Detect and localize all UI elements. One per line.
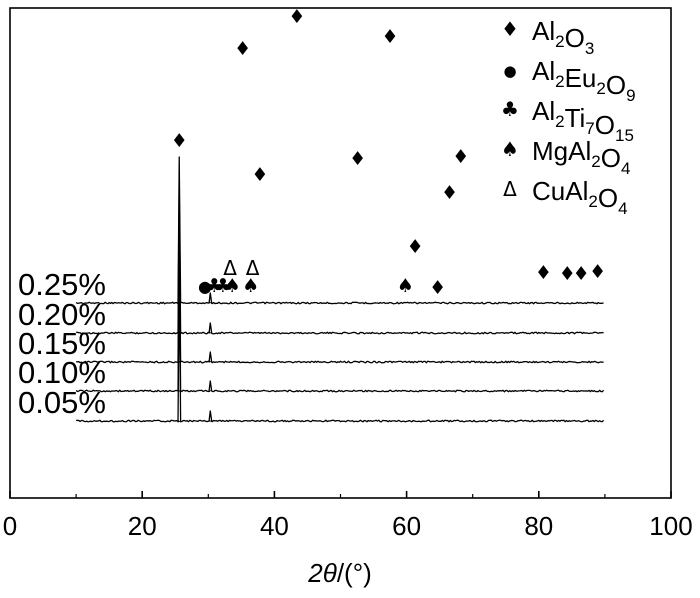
legend-entry: ● Al2Eu2O9 xyxy=(503,56,635,105)
legend-subscript: 2 xyxy=(555,112,564,131)
legend-entry: Δ CuAl2O4 xyxy=(503,176,627,218)
x-axis-title-prefix: 2 xyxy=(307,558,323,588)
legend-symbol: Δ xyxy=(503,177,517,201)
peak-marker: Δ xyxy=(223,256,237,280)
series-group: 0.20% xyxy=(18,187,604,334)
peak-marker: ♠ xyxy=(397,275,414,297)
legend-entry: ♠ MgAl2O4 xyxy=(501,136,630,178)
legend-subscript: 2 xyxy=(588,192,597,211)
legend-formula-part: Al xyxy=(532,16,555,46)
x-tick-label: 80 xyxy=(524,511,553,541)
peak-marker: ♦ xyxy=(573,263,590,285)
legend-subscript: 2 xyxy=(591,152,600,171)
legend-label: Al2O3 xyxy=(532,16,594,58)
legend-formula-part: O xyxy=(601,143,621,173)
legend-label: CuAl2O4 xyxy=(532,176,628,218)
legend-label: MgAl2O4 xyxy=(532,136,630,178)
peak-marker: ♦ xyxy=(589,261,606,283)
legend-subscript: 2 xyxy=(596,79,605,98)
series-line xyxy=(76,275,603,422)
x-axis-title: 2θ/(°) xyxy=(307,558,372,588)
x-tick-label: 40 xyxy=(260,511,289,541)
peak-marker: ♦ xyxy=(407,236,424,258)
legend-formula-part: Al xyxy=(532,96,555,126)
legend-formula-part: O xyxy=(606,70,626,100)
legend-formula-part: Al xyxy=(532,56,555,86)
series-line xyxy=(76,216,603,363)
legend-formula-part: O xyxy=(595,110,615,140)
legend-formula-part: Eu xyxy=(565,63,597,93)
x-tick-label: 100 xyxy=(649,511,692,541)
xrd-chart: 0 20 40 60 80 100 2θ/(°) 0.25% 0.20% 0.15% 0.10% 0.… xyxy=(0,0,700,598)
legend-subscript: 4 xyxy=(618,199,627,218)
legend-subscript: 9 xyxy=(626,86,635,105)
legend-subscript: 2 xyxy=(555,32,564,51)
xrd-chart-svg: 0 20 40 60 80 1002θ/(°)0.25%0.20%0.15%0.10%0.… xyxy=(0,0,700,598)
peak-marker: ♦ xyxy=(288,6,305,28)
series-line xyxy=(76,245,603,392)
x-tick-label: 20 xyxy=(128,511,157,541)
series-label: 0.05% xyxy=(18,385,106,420)
peak-marker: ♦ xyxy=(452,146,469,168)
x-tick-label: 60 xyxy=(392,511,421,541)
peak-marker: ♦ xyxy=(251,164,268,186)
peak-marker: Δ xyxy=(246,256,260,280)
peak-marker: ♦ xyxy=(171,130,188,152)
peak-marker: ♦ xyxy=(441,182,458,204)
legend-symbol: ♠ xyxy=(501,137,519,161)
legend-subscript: 4 xyxy=(621,159,630,178)
series-line xyxy=(76,157,603,304)
legend-formula-part: O xyxy=(598,183,618,213)
legend-symbol: ● xyxy=(503,62,516,80)
peak-marker: ♦ xyxy=(535,262,552,284)
legend-subscript: 2 xyxy=(555,72,564,91)
legend-symbol: ♣ xyxy=(501,97,519,121)
x-axis-title-theta: θ xyxy=(323,558,337,588)
legend-subscript: 3 xyxy=(585,39,594,58)
x-axis-title-suffix: /(°) xyxy=(337,558,372,588)
x-tick-label: 0 xyxy=(3,511,17,541)
legend-formula-part: Ti xyxy=(565,103,586,133)
legend-formula-part: O xyxy=(565,23,585,53)
peak-marker: ♦ xyxy=(234,38,251,60)
peak-marker: ♦ xyxy=(349,148,366,170)
series-line xyxy=(76,187,603,334)
legend-entry: ♦ Al2O3 xyxy=(501,16,594,58)
legend-symbol: ♦ xyxy=(501,17,519,41)
peak-marker: ♦ xyxy=(382,26,399,48)
legend-formula-part: MgAl xyxy=(532,136,591,166)
legend-formula-part: CuAl xyxy=(532,176,588,206)
peak-marker: ♦ xyxy=(429,277,446,299)
